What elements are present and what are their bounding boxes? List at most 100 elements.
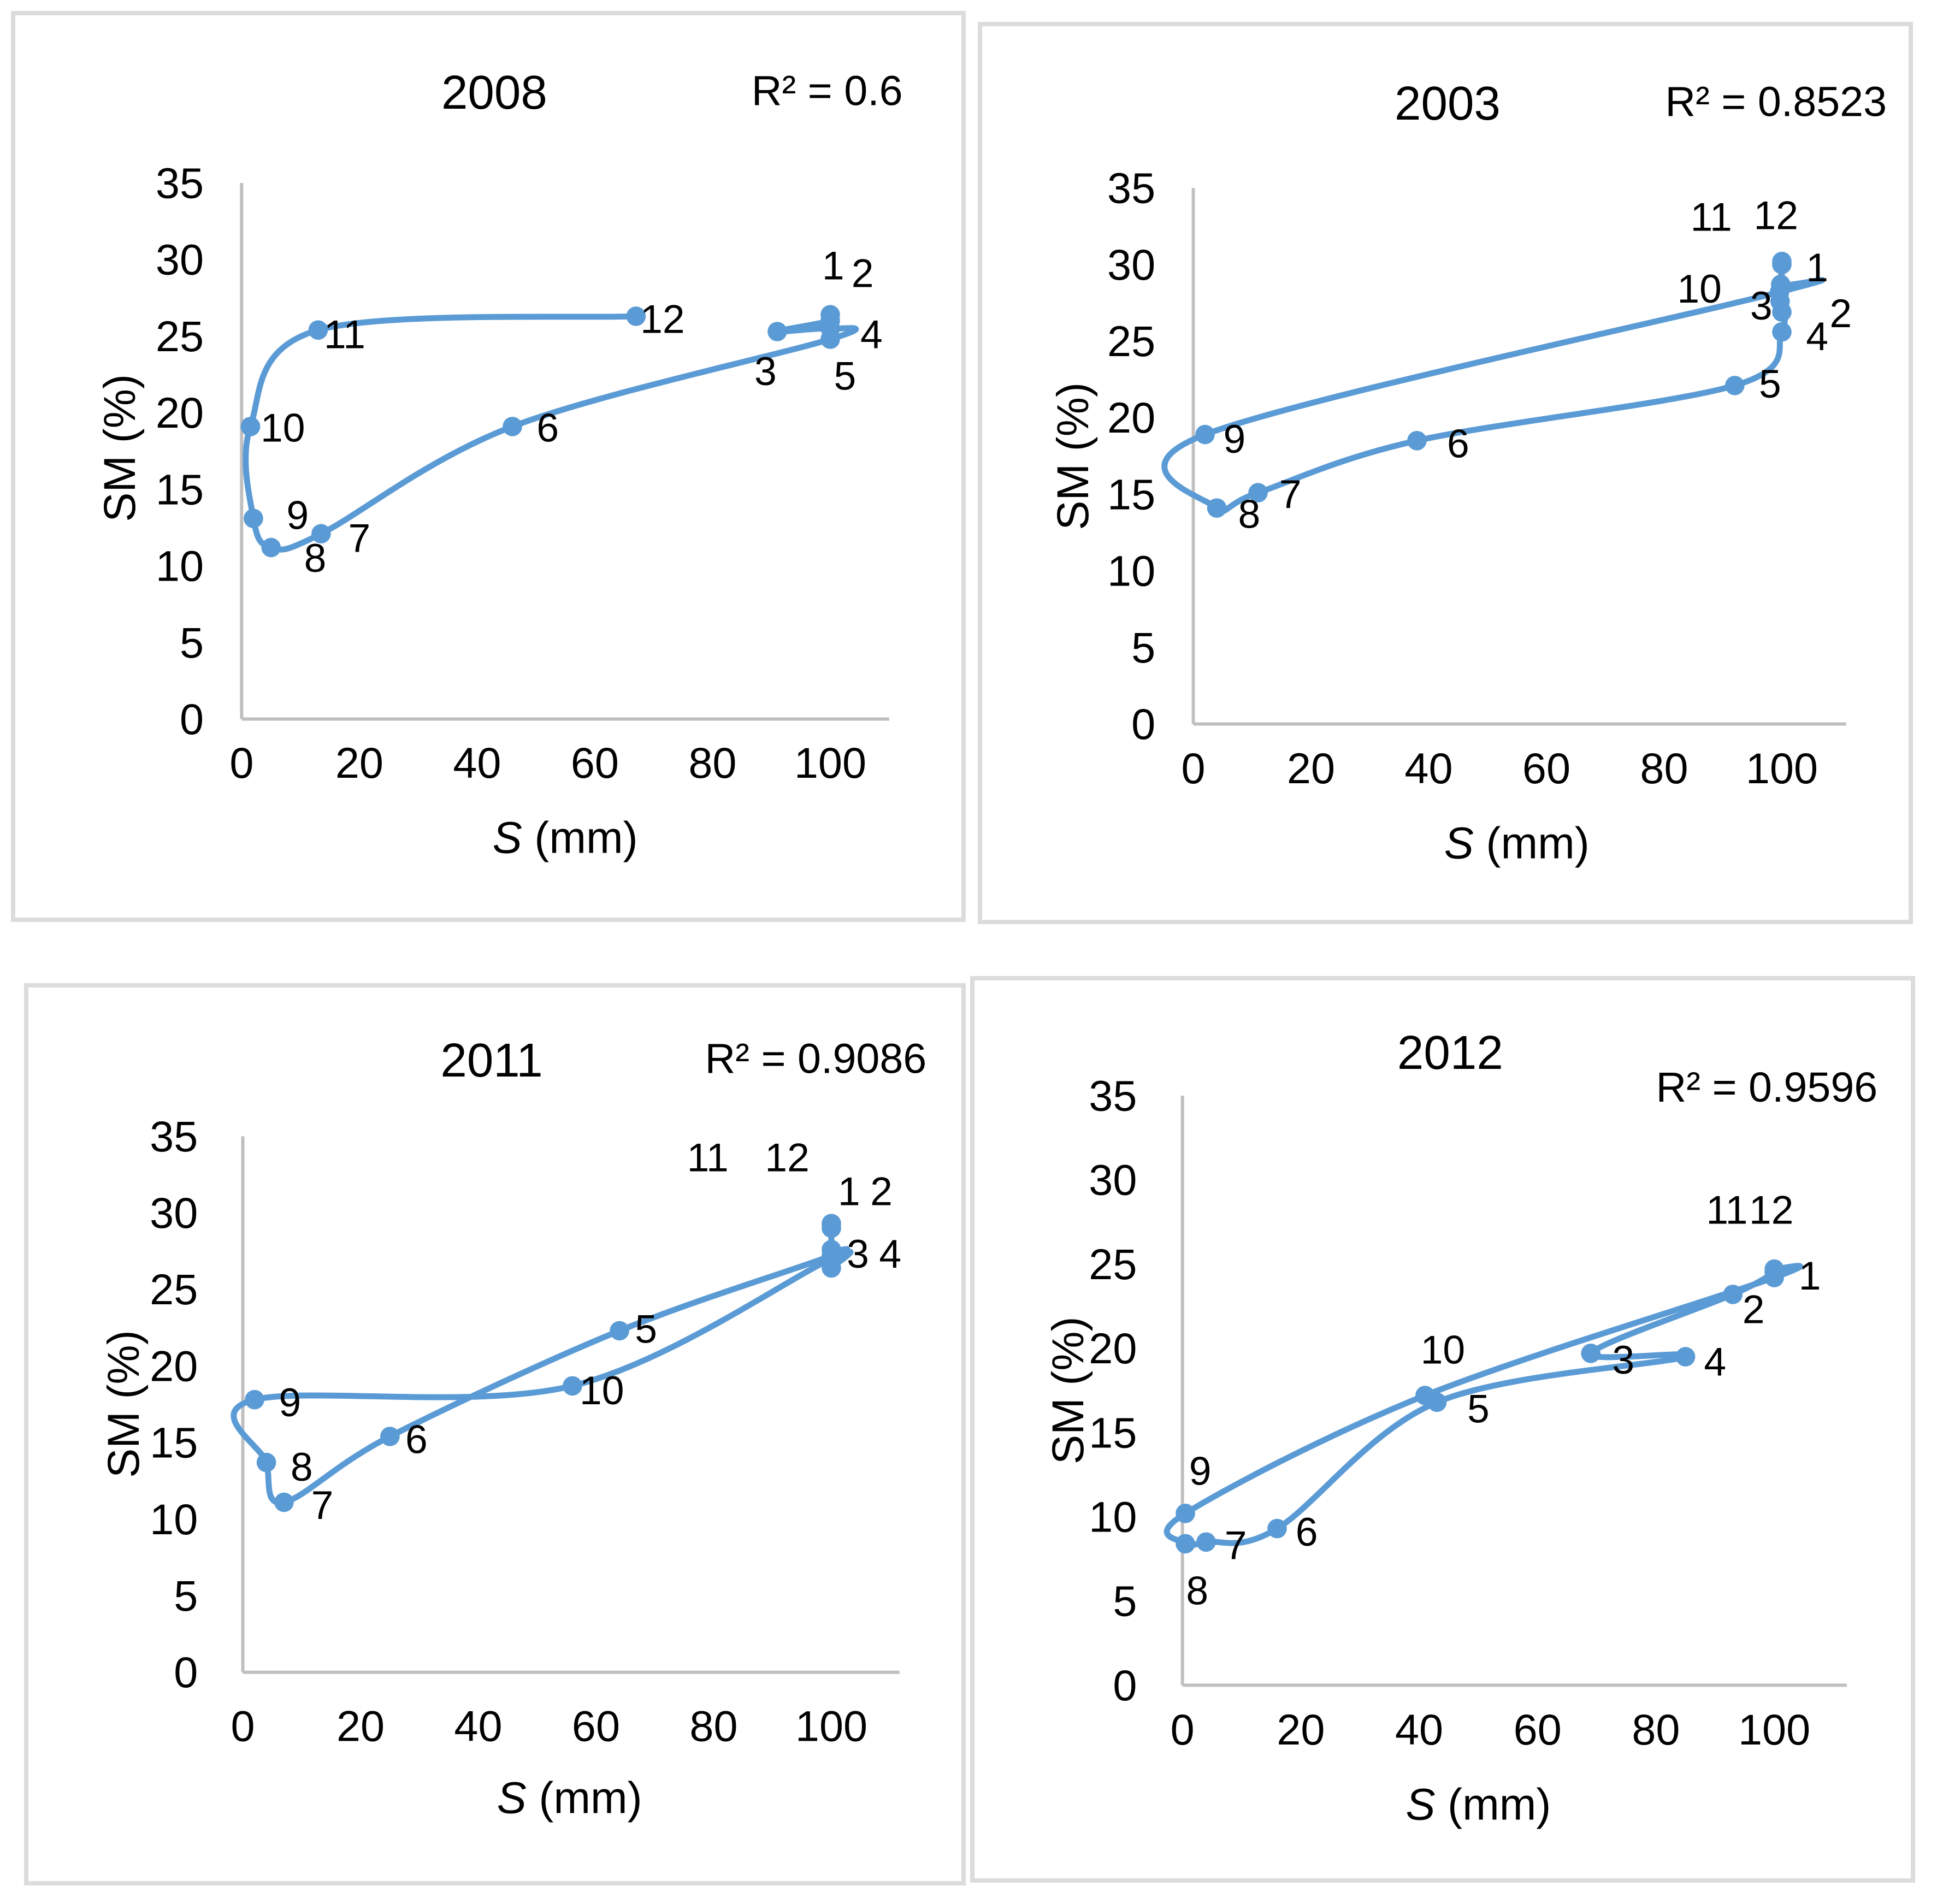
data-point-label: 12 xyxy=(640,297,685,342)
x-tick-label: 100 xyxy=(1738,1705,1810,1754)
data-point-label: 9 xyxy=(1224,417,1246,462)
data-point-marker xyxy=(822,1258,841,1278)
x-tick-label: 60 xyxy=(1514,1705,1562,1754)
data-point-label: 6 xyxy=(1447,421,1469,466)
y-tick-label: 10 xyxy=(1089,1493,1137,1541)
y-tick-label: 25 xyxy=(150,1265,198,1314)
data-point-label: 7 xyxy=(349,516,371,561)
data-point-label: 5 xyxy=(834,353,856,398)
data-point-marker xyxy=(244,508,263,528)
y-tick-label: 30 xyxy=(156,235,204,284)
x-tick-label: 0 xyxy=(1171,1705,1195,1754)
data-point-marker xyxy=(1267,1518,1287,1539)
data-point-marker xyxy=(820,329,840,349)
data-point-label: 1 xyxy=(838,1169,860,1214)
data-point-label: 10 xyxy=(1421,1328,1466,1373)
x-tick-label: 20 xyxy=(1277,1705,1325,1754)
y-tick-label: 30 xyxy=(1107,240,1155,289)
chart-title: 2008 xyxy=(441,66,547,119)
data-point-label: 5 xyxy=(1759,362,1781,406)
data-point-marker xyxy=(1195,424,1215,445)
data-point-label: 4 xyxy=(879,1232,901,1276)
data-point-marker xyxy=(261,537,281,558)
y-tick-label: 30 xyxy=(150,1188,198,1237)
series-line xyxy=(1161,258,1826,515)
y-tick-label: 30 xyxy=(1089,1156,1137,1204)
chart-title: 2012 xyxy=(1397,1026,1503,1079)
y-tick-label: 20 xyxy=(1107,393,1155,442)
data-point-marker xyxy=(245,1389,264,1410)
y-axis-title: SM (%) xyxy=(1043,1316,1093,1464)
data-point-marker xyxy=(1196,1532,1216,1552)
data-point-label: 1 xyxy=(822,243,844,288)
x-tick-label: 60 xyxy=(571,738,619,787)
r-squared-label: R² = 0.6 xyxy=(752,68,903,115)
x-axis-title: S (mm) xyxy=(497,1773,642,1823)
y-tick-label: 20 xyxy=(1089,1324,1137,1373)
series-line xyxy=(231,1220,854,1506)
data-point-marker xyxy=(1581,1344,1601,1363)
data-point-label: 6 xyxy=(1296,1510,1318,1554)
data-point-label: 4 xyxy=(1704,1339,1726,1384)
x-tick-label: 0 xyxy=(231,1701,255,1750)
data-point-marker xyxy=(822,1218,841,1238)
data-point-label: 3 xyxy=(847,1232,869,1276)
y-axis-title: SM (%) xyxy=(95,374,145,522)
data-point-label: 8 xyxy=(1186,1569,1208,1613)
x-axis-title: S (mm) xyxy=(493,813,638,862)
y-tick-label: 25 xyxy=(1089,1240,1137,1288)
data-point-label: 7 xyxy=(1225,1523,1247,1568)
data-point-marker xyxy=(1207,498,1227,518)
x-tick-label: 40 xyxy=(453,738,501,787)
data-point-label: 12 xyxy=(1749,1188,1794,1233)
chart-title: 2011 xyxy=(440,1034,542,1087)
data-point-label: 12 xyxy=(765,1136,810,1180)
data-point-label: 7 xyxy=(1279,472,1302,517)
data-point-label: 10 xyxy=(261,406,305,451)
y-tick-label: 35 xyxy=(156,159,204,208)
y-tick-label: 15 xyxy=(1107,470,1155,518)
data-point-marker xyxy=(1723,1285,1743,1304)
data-point-marker xyxy=(1176,1534,1195,1554)
data-point-label: 11 xyxy=(1691,194,1732,239)
y-tick-label: 5 xyxy=(180,618,204,667)
data-point-marker xyxy=(1407,430,1427,451)
chart-panel-2008: 2008 R² = 0.6 0 5 10 15 20 25 30 35 0 20 40 60 80 100 SM… xyxy=(11,11,966,922)
data-point-marker xyxy=(626,306,646,326)
data-point-marker xyxy=(563,1376,582,1396)
x-tick-label: 100 xyxy=(1746,744,1818,793)
x-tick-label: 40 xyxy=(1395,1705,1443,1754)
y-tick-label: 10 xyxy=(1107,547,1155,595)
y-tick-label: 35 xyxy=(1107,164,1155,212)
data-point-marker xyxy=(503,417,522,436)
x-tick-label: 40 xyxy=(454,1701,502,1750)
y-tick-label: 10 xyxy=(150,1495,198,1544)
data-point-marker xyxy=(256,1452,276,1473)
data-point-marker xyxy=(1675,1347,1696,1367)
r-squared-label: R² = 0.9596 xyxy=(1656,1064,1878,1111)
data-point-marker xyxy=(1764,1259,1784,1279)
x-tick-label: 20 xyxy=(1287,744,1335,793)
data-point-marker xyxy=(1248,483,1268,502)
y-tick-label: 25 xyxy=(1107,317,1155,365)
data-point-label: 8 xyxy=(291,1445,313,1489)
y-axis-title: SM (%) xyxy=(1048,382,1098,530)
y-tick-label: 35 xyxy=(1089,1071,1137,1120)
data-point-label: 12 xyxy=(1753,193,1798,238)
data-point-marker xyxy=(767,322,787,341)
chart-panel-2012: 2012 R² = 0.9596 0 5 10 15 20 25 30 35 0 20 40 60 80 10… xyxy=(970,976,1915,1883)
data-point-label: 1 xyxy=(1799,1253,1821,1298)
y-tick-label: 0 xyxy=(1131,700,1155,748)
x-axis-title: S (mm) xyxy=(1405,1779,1551,1829)
data-point-marker xyxy=(274,1492,294,1512)
x-axis-title: S (mm) xyxy=(1444,818,1590,868)
y-tick-label: 20 xyxy=(150,1341,198,1390)
y-tick-label: 5 xyxy=(174,1571,198,1620)
data-point-marker xyxy=(1415,1386,1435,1405)
data-point-label: 5 xyxy=(635,1307,657,1352)
data-point-marker xyxy=(610,1321,629,1341)
data-point-label: 1 xyxy=(1806,245,1828,290)
data-point-label: 9 xyxy=(279,1380,301,1425)
